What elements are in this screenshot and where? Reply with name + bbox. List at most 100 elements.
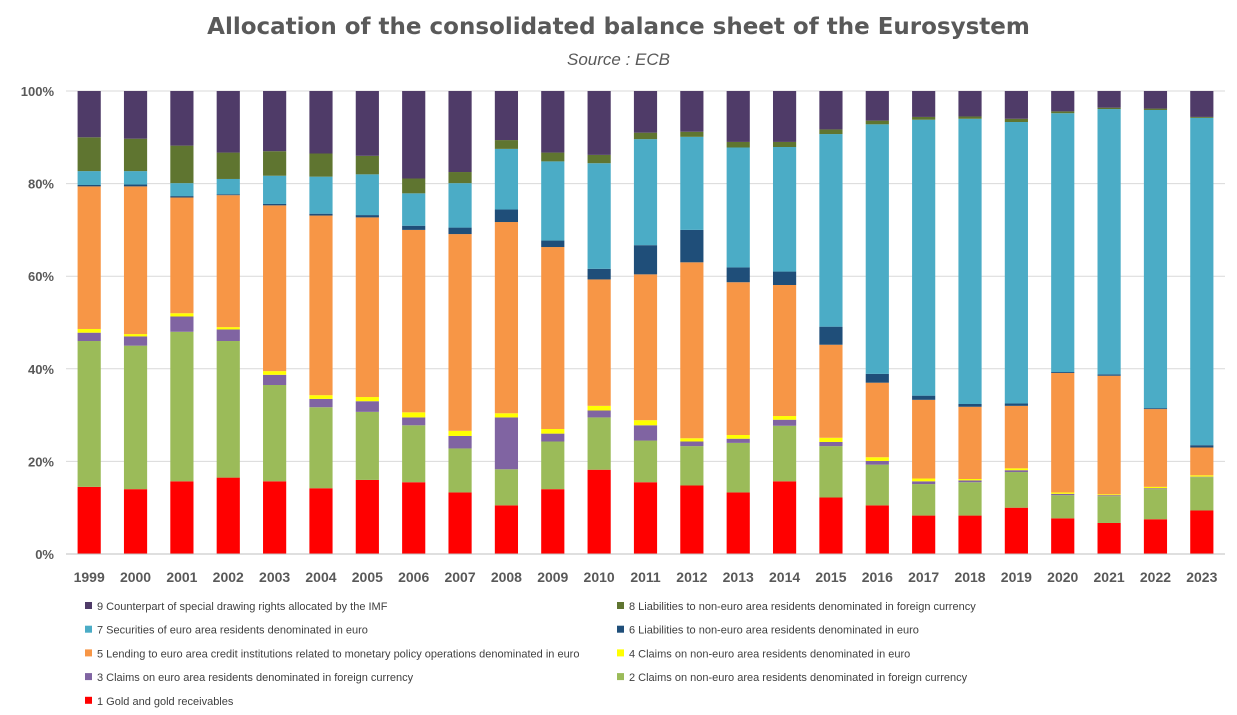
bar-segment [1004,470,1028,473]
bar-segment [1097,522,1121,554]
legend-label: 2 Claims on non-euro area residents deno… [629,672,968,684]
bar-segment [587,469,611,554]
bar-segment [541,91,565,153]
legend-label: 9 Counterpart of special drawing rights … [97,601,388,613]
bar-segment [1097,109,1121,375]
bar-segment [865,120,889,125]
bar-segment [633,91,658,133]
bar-segment [77,91,101,138]
bar-segment [1143,409,1168,487]
x-tick-label: 2008 [491,569,522,585]
legend-swatch [617,649,624,657]
bar-segment [494,91,519,141]
y-tick-label: 80% [28,177,54,192]
bar-segment [1051,492,1075,494]
bar-segment [541,152,565,162]
bar-segment [448,91,472,173]
bar-segment [1097,496,1121,523]
x-tick-label: 2005 [352,569,383,585]
bar-segment [216,327,240,330]
bar-segment [355,401,379,412]
bar-segment [912,515,936,554]
x-tick-label: 2012 [676,569,707,585]
bar-segment [402,482,426,554]
bar-segment [123,171,148,185]
bar-segment [865,382,889,458]
bar-segment [1143,408,1168,410]
bar-segment [958,515,982,554]
bar-segment [170,316,194,332]
bar-segment [912,119,936,396]
y-axis-ticks: 0% 20% 40% 60% 80% 100% [21,84,55,562]
legend-label: 4 Claims on non-euro area residents deno… [629,648,910,660]
bar-segment [819,129,843,135]
bar-segment [680,262,704,439]
bar-segment [633,482,658,554]
bar-segment [1190,117,1214,446]
bar-segment [819,437,843,442]
x-tick-label: 2010 [584,569,615,585]
legend-label: 7 Securities of euro area residents deno… [97,625,368,637]
bar-segment [448,430,472,436]
bar-segment [772,285,797,417]
bar-segment [1051,91,1075,112]
bar-segment [772,91,797,142]
bar-segment [633,425,658,441]
bar-segment [448,492,472,554]
bar-segment [263,374,287,386]
bar-segment [494,140,519,149]
y-tick-label: 20% [28,454,54,469]
bar-segment [912,91,936,117]
bar-segment [309,91,333,154]
bar-segment [402,225,426,230]
bar-segment [633,139,658,246]
legend: 9 Counterpart of special drawing rights … [85,601,976,708]
bar-segment [355,215,379,218]
bar-segment [77,341,101,487]
bar-segment [402,193,426,226]
x-tick-label: 2020 [1047,569,1078,585]
bar-segment [912,478,936,482]
bar-segment [680,485,704,554]
bar-segment [819,446,843,498]
bar-segment [355,479,379,554]
bar-segment [170,481,194,554]
bar-segment [1190,445,1214,448]
x-tick-label: 2014 [769,569,800,585]
x-tick-label: 2000 [120,569,151,585]
bar-segment [1190,510,1214,554]
bar-segment [170,145,194,184]
bar-segment [958,118,982,404]
bar-segment [123,345,148,490]
bar-segment [77,328,101,333]
bar-segment [494,469,519,506]
bar-segment [123,138,148,172]
bar-segment [309,215,333,396]
bar-segment [170,91,194,146]
bar-segment [680,438,704,442]
bar-segment [541,433,565,442]
bar-segment [1097,495,1121,497]
bar-segment [402,178,426,194]
bar-segment [865,457,889,461]
bar-segment [1143,489,1168,520]
bar-segment [587,163,611,269]
x-tick-label: 2017 [908,569,939,585]
bar-segment [123,336,148,346]
bar-segment [402,229,426,413]
legend-swatch [85,625,92,633]
x-tick-label: 2006 [398,569,429,585]
bar-segment [448,234,472,431]
bar-segment [819,441,843,447]
bar-segment [123,334,148,337]
bar-segment [633,245,658,275]
bar-segment [912,481,936,485]
bar-segment [1004,472,1028,508]
x-tick-label: 2018 [954,569,985,585]
bar-segment [912,399,936,479]
bar-segment [587,417,611,470]
bar-segment [216,91,240,153]
bar-segment [1004,118,1028,123]
bar-segment [772,141,797,148]
bar-segment [494,417,519,470]
